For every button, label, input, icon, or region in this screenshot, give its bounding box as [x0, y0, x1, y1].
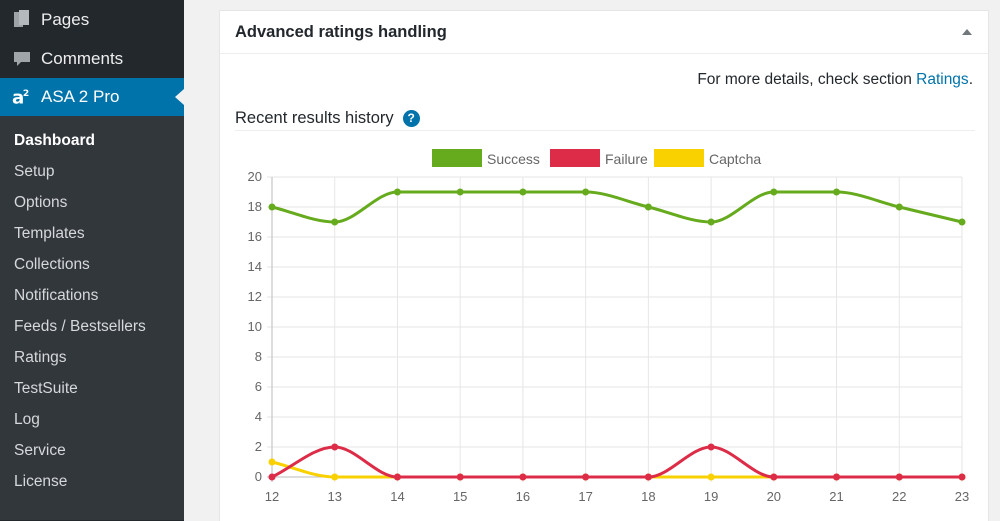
details-prefix: For more details, check section: [697, 71, 917, 88]
data-point-captcha: [268, 458, 276, 466]
svg-text:2: 2: [23, 89, 29, 99]
data-point-failure: [644, 473, 652, 481]
submenu-ratings[interactable]: Ratings: [14, 349, 67, 366]
legend-label-success: Success: [487, 151, 540, 167]
y-tick-label: 0: [255, 469, 262, 484]
details-suffix: .: [968, 71, 973, 88]
legend-swatch-captcha: [654, 149, 704, 167]
data-point-failure: [582, 473, 590, 481]
menu-asa2-label: ASA 2 Pro: [41, 87, 120, 106]
data-point-failure: [770, 473, 778, 481]
data-point-success: [393, 188, 401, 196]
x-tick-label: 21: [829, 489, 843, 504]
y-tick-label: 14: [248, 259, 262, 274]
details-note: For more details, check section Ratings.: [697, 71, 973, 89]
data-point-success: [895, 203, 903, 211]
submenu-feeds-bestsellers[interactable]: Feeds / Bestsellers: [14, 318, 146, 335]
x-tick-label: 15: [453, 489, 467, 504]
menu-pages[interactable]: Pages: [0, 0, 184, 39]
data-point-success: [456, 188, 464, 196]
legend-swatch-success: [432, 149, 482, 167]
x-tick-label: 19: [704, 489, 718, 504]
legend-label-failure: Failure: [605, 151, 648, 167]
data-point-success: [519, 188, 527, 196]
menu-comments-label: Comments: [41, 48, 124, 68]
x-tick-label: 16: [516, 489, 530, 504]
history-heading: Recent results history ?: [235, 106, 975, 131]
submenu-log[interactable]: Log: [14, 411, 40, 428]
ratings-link[interactable]: Ratings: [916, 71, 969, 88]
submenu-dashboard[interactable]: Dashboard: [14, 132, 95, 149]
data-point-success: [833, 188, 841, 196]
submenu-service[interactable]: Service: [14, 442, 66, 459]
data-point-success: [644, 203, 652, 211]
data-point-success: [268, 203, 276, 211]
pages-icon: [12, 9, 32, 30]
y-tick-label: 6: [255, 379, 262, 394]
data-point-success: [770, 188, 778, 196]
submenu-testsuite[interactable]: TestSuite: [14, 380, 78, 397]
ratings-panel: Advanced ratings handling For more detai…: [219, 10, 989, 521]
data-point-failure: [895, 473, 903, 481]
asa2-submenu: Dashboard Setup Options Templates Collec…: [0, 116, 184, 520]
x-tick-label: 12: [265, 489, 279, 504]
data-point-captcha: [331, 473, 339, 481]
help-icon[interactable]: ?: [402, 109, 420, 127]
panel-title: Advanced ratings handling: [235, 22, 447, 41]
submenu-license[interactable]: License: [14, 473, 68, 490]
data-point-failure: [268, 473, 276, 481]
x-tick-label: 18: [641, 489, 655, 504]
data-point-failure: [331, 443, 339, 451]
x-tick-label: 17: [578, 489, 592, 504]
svg-text:a: a: [12, 87, 24, 108]
panel-header[interactable]: Advanced ratings handling: [220, 11, 988, 54]
submenu-notifications[interactable]: Notifications: [14, 287, 99, 304]
data-point-failure: [456, 473, 464, 481]
data-point-success: [958, 218, 966, 226]
history-title: Recent results history: [235, 108, 394, 127]
results-history-chart: 0 2 4 6 8 10 12 14 16 18 20 12 13 14 15 16 17 18 19 20 21 22 2…: [248, 149, 969, 504]
data-point-failure: [393, 473, 401, 481]
y-tick-label: 12: [248, 289, 262, 304]
y-tick-label: 4: [255, 409, 262, 424]
series-line-failure: [271, 445, 962, 479]
data-point-success: [331, 218, 339, 226]
menu-pages-label: Pages: [41, 9, 90, 29]
data-point-failure: [833, 473, 841, 481]
data-point-failure: [707, 443, 715, 451]
x-tick-label: 14: [390, 489, 404, 504]
data-point-failure: [958, 473, 966, 481]
submenu-templates[interactable]: Templates: [14, 225, 85, 242]
legend-swatch-failure: [550, 149, 600, 167]
x-tick-label: 22: [892, 489, 906, 504]
comments-icon: [12, 49, 32, 69]
y-tick-label: 20: [248, 169, 262, 184]
submenu-setup[interactable]: Setup: [14, 163, 55, 180]
x-tick-label: 13: [327, 489, 341, 504]
submenu-collections[interactable]: Collections: [14, 256, 90, 273]
y-tick-label: 2: [255, 439, 262, 454]
data-point-captcha: [707, 473, 715, 481]
y-tick-label: 18: [248, 199, 262, 214]
data-point-failure: [519, 473, 527, 481]
y-tick-label: 16: [248, 229, 262, 244]
y-tick-label: 8: [255, 349, 262, 364]
data-point-success: [707, 218, 715, 226]
x-tick-label: 23: [955, 489, 969, 504]
submenu-options[interactable]: Options: [14, 194, 68, 211]
data-point-success: [582, 188, 590, 196]
menu-comments[interactable]: Comments: [0, 39, 184, 78]
collapse-toggle-icon[interactable]: [962, 29, 972, 35]
series-line-success: [271, 190, 963, 224]
y-tick-label: 10: [248, 319, 262, 334]
legend-label-captcha: Captcha: [709, 151, 761, 167]
x-tick-label: 20: [767, 489, 781, 504]
